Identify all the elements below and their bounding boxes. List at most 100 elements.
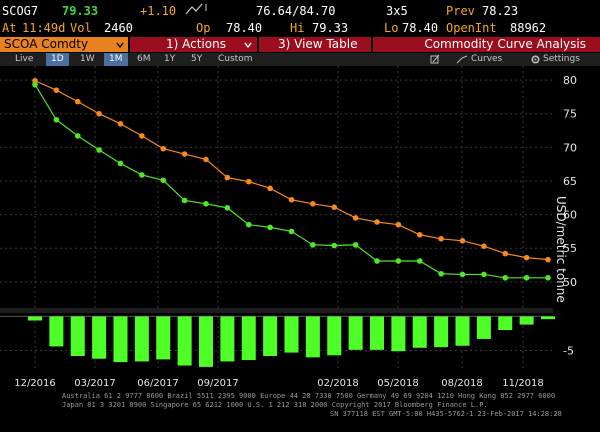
range-1w[interactable]: 1W <box>80 54 95 64</box>
data-point-green <box>459 271 466 278</box>
x-tick-label: 02/2018 <box>317 378 359 389</box>
spread-bar <box>49 316 64 347</box>
data-point-green <box>438 270 444 277</box>
spread-bar <box>348 316 363 350</box>
x-tick-label: 11/2018 <box>502 378 544 389</box>
data-point-green <box>416 258 423 264</box>
data-point-green <box>523 274 530 281</box>
range-custom[interactable]: Custom <box>218 54 253 64</box>
high-value: 79.33 <box>312 21 349 35</box>
spread-bar <box>199 316 213 367</box>
curves-icon <box>456 54 468 67</box>
settings-button[interactable]: Settings <box>543 54 580 64</box>
range-5y[interactable]: 5Y <box>191 54 203 64</box>
data-point-green <box>96 147 102 153</box>
data-point-orange <box>139 133 145 139</box>
view-table-label: 3) View Table <box>278 37 358 51</box>
x-tick-label: 08/2018 <box>441 378 483 389</box>
function-title-text: Commodity Curve Analysis <box>424 37 586 51</box>
spread-bar <box>391 316 406 352</box>
data-point-orange <box>96 110 102 117</box>
spread-bar <box>177 316 192 366</box>
y-tick-label: 75 <box>563 108 577 121</box>
data-point-orange <box>438 235 444 242</box>
data-point-orange <box>310 201 316 207</box>
quote-row-1: SCOG7 79.33 +1.10 76.64/84.70 3x5 Prev 7… <box>0 3 600 19</box>
data-point-orange <box>459 238 466 244</box>
arrow-up-icon <box>184 1 212 21</box>
y-tick-label: 65 <box>563 175 577 188</box>
data-point-green <box>374 258 380 264</box>
high-label: Hi <box>290 21 305 35</box>
view-table-button[interactable]: 3) View Table <box>259 37 371 52</box>
data-point-orange <box>481 243 487 249</box>
openint-value: 88962 <box>510 21 547 35</box>
panel-separator <box>0 308 553 313</box>
spread-bar <box>113 316 128 363</box>
command-bar: SCOA Comdty 1) Actions 3) View Table Com… <box>0 37 600 52</box>
data-point-green <box>203 201 209 207</box>
data-point-green <box>117 160 124 167</box>
data-point-orange <box>181 151 188 157</box>
gear-icon[interactable] <box>530 54 541 67</box>
chevron-down-icon <box>116 37 124 56</box>
data-point-green <box>288 228 295 235</box>
data-point-green <box>267 224 273 231</box>
range-1m[interactable]: 1M <box>104 53 128 66</box>
data-point-green <box>245 221 252 228</box>
data-point-orange <box>203 156 209 163</box>
data-point-green <box>53 116 60 123</box>
data-point-green <box>502 274 509 281</box>
main-panel <box>0 66 553 308</box>
footer-line-2: Japan 81 3 3201 8900 Singapore 65 6212 1… <box>62 401 488 409</box>
live-button[interactable]: Live <box>15 54 34 64</box>
curve-chart: 80 75 70 65 60 55 50 -5 12/2016 03/2017 06/2017 09/… <box>0 66 577 389</box>
y-tick-label: 80 <box>563 74 577 87</box>
range-6m[interactable]: 6M <box>137 54 151 64</box>
data-point-green <box>224 205 231 211</box>
spread-bar <box>263 316 278 356</box>
data-point-orange <box>267 185 273 192</box>
spread-bar <box>70 316 85 356</box>
x-tick-label: 09/2017 <box>197 378 239 389</box>
curves-button[interactable]: Curves <box>471 54 503 64</box>
spread-bar <box>28 316 42 321</box>
spread-bar <box>370 316 384 350</box>
y-tick-label: 60 <box>563 209 577 222</box>
spread-bar <box>220 316 235 362</box>
data-point-green <box>74 133 81 139</box>
data-point-green <box>481 271 487 278</box>
y-tick-label: 50 <box>563 276 577 289</box>
data-point-green <box>545 274 551 281</box>
data-point-green <box>310 242 316 248</box>
openint-label: OpenInt <box>446 21 497 35</box>
footer-line-3: SN 377118 EST GMT-5:00 H435-5762-1 23-Fe… <box>330 410 562 418</box>
last-price: 79.33 <box>62 4 99 18</box>
actions-menu[interactable]: 1) Actions <box>130 37 257 52</box>
price-change: +1.10 <box>140 4 177 18</box>
data-point-green <box>32 81 38 88</box>
range-1y[interactable]: 1Y <box>164 54 176 64</box>
edit-icon[interactable] <box>430 54 440 67</box>
range-1d[interactable]: 1D <box>46 53 69 66</box>
data-point-orange <box>245 178 252 185</box>
vol-value: 2460 <box>104 21 133 35</box>
spread-bar <box>434 316 449 348</box>
spread-bar <box>519 316 534 325</box>
open-label: Op <box>196 21 211 35</box>
low-label: Lo <box>384 21 399 35</box>
spread-bar <box>455 316 470 346</box>
spread-bar <box>498 316 513 331</box>
vol-label: Vol <box>70 21 92 35</box>
data-point-orange <box>32 77 38 84</box>
security-field[interactable]: SCOA Comdty <box>0 37 128 52</box>
spread-bar <box>327 316 342 356</box>
data-point-orange <box>352 215 359 221</box>
x-tick-label: 05/2018 <box>377 378 419 389</box>
spread-bar <box>156 316 171 360</box>
ticker: SCOG7 <box>2 4 39 18</box>
data-point-orange <box>53 87 60 93</box>
spread-bar <box>305 316 320 358</box>
data-point-orange <box>74 98 81 105</box>
data-point-orange <box>416 231 423 238</box>
